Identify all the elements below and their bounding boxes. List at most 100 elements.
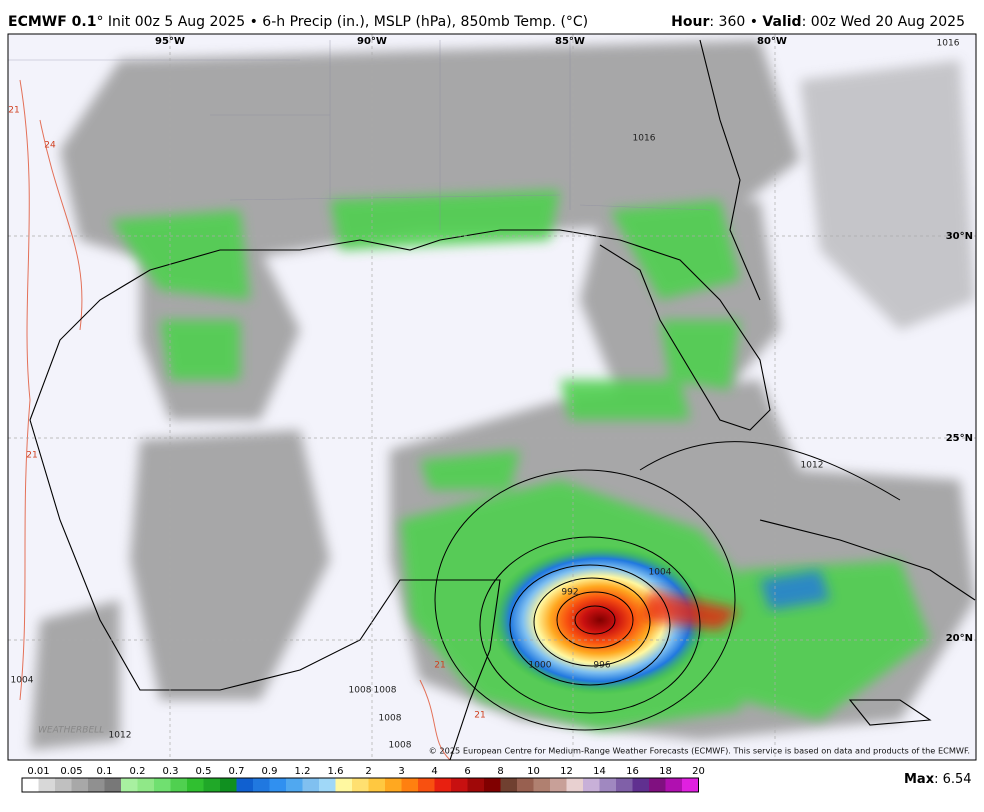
graticule — [8, 34, 976, 760]
isobar-label: 1008 — [379, 714, 402, 724]
colorbar-label: 0.7 — [229, 766, 245, 777]
colorbar-label: 0.1 — [97, 766, 113, 777]
color-swatch — [38, 778, 56, 792]
map: 95°W 90°W 85°W 80°W 30°N 25°N 20°N 1016 1016 1012… — [8, 34, 976, 760]
longitude-label: 85°W — [555, 36, 585, 47]
color-swatch — [137, 778, 155, 792]
description: Init 00z 5 Aug 2025 • 6-h Precip (in.), … — [108, 14, 588, 30]
colorbar-label: 12 — [560, 766, 573, 777]
colorbar-label: 1.6 — [328, 766, 344, 777]
color-swatch — [335, 778, 353, 792]
colorbar-label: 10 — [527, 766, 540, 777]
colorbar-label: 8 — [497, 766, 503, 777]
map-labels: 95°W 90°W 85°W 80°W 30°N 25°N 20°N 1016 1016 1012… — [8, 36, 973, 751]
color-swatch — [418, 778, 435, 792]
temp-label: 21 — [26, 451, 37, 461]
isobar-label: 1016 — [633, 134, 656, 144]
color-swatch — [71, 778, 89, 792]
latitude-label: 30°N — [946, 231, 973, 242]
color-swatch — [319, 778, 336, 792]
color-swatch — [550, 778, 567, 792]
isobar-label: 1012 — [109, 731, 132, 741]
color-swatch — [286, 778, 303, 792]
color-swatch — [368, 778, 386, 792]
isobar-label: 1016 — [937, 39, 960, 49]
colorbar-label: 0.3 — [163, 766, 179, 777]
isobar-label: 1012 — [801, 461, 824, 471]
longitude-label: 80°W — [757, 36, 787, 47]
color-swatch — [203, 778, 221, 792]
temp-label: 24 — [44, 141, 56, 151]
temp-label: 21 — [474, 711, 485, 721]
color-swatch — [632, 778, 650, 792]
color-swatch — [566, 778, 584, 792]
hour: : 360 • — [709, 14, 762, 30]
colorbar-label: 18 — [659, 766, 672, 777]
isobar-label: 1004 — [11, 676, 34, 686]
color-swatch — [187, 778, 204, 792]
logo: WEATHERBELL — [38, 726, 104, 736]
colorbar-label: 1.2 — [295, 766, 311, 777]
colorbar-label: 0.2 — [130, 766, 146, 777]
isobar-label: 1008 — [349, 686, 372, 696]
color-swatch — [170, 778, 188, 792]
color-swatch — [451, 778, 468, 792]
temp-label: 21 — [8, 106, 19, 116]
longitude-label: 90°W — [357, 36, 387, 47]
storm-band — [640, 590, 740, 630]
isobar-label: 992 — [561, 588, 578, 598]
color-swatch — [500, 778, 518, 792]
color-swatch — [401, 778, 419, 792]
rain-band — [760, 570, 830, 610]
max-value: : 6.54 — [934, 772, 971, 787]
longitude-label: 95°W — [155, 36, 185, 47]
hour-label: Hour — [671, 14, 709, 30]
colorbar-frame — [21, 777, 699, 793]
color-swatch — [220, 778, 237, 792]
colorbar-label: 0.05 — [60, 766, 82, 777]
color-swatch — [253, 778, 270, 792]
degree: ° — [96, 14, 103, 30]
color-swatch — [55, 778, 72, 792]
color-swatch — [484, 778, 501, 792]
valid: : 00z Wed 20 Aug 2025 — [802, 14, 965, 30]
colorbar-label: 16 — [626, 766, 639, 777]
isobar-label: 1000 — [529, 661, 552, 671]
colorbar-label: 0.9 — [262, 766, 278, 777]
max-label: Max — [904, 772, 935, 787]
colorbar-label: 2 — [365, 766, 371, 777]
isobar-label: 1008 — [389, 741, 412, 751]
color-swatch — [88, 778, 105, 792]
isobar-label: 1004 — [649, 568, 672, 578]
colorbar-label: 3 — [398, 766, 404, 777]
color-swatch — [121, 778, 138, 792]
colorbar-label: 4 — [431, 766, 437, 777]
temp-label: 21 — [434, 661, 445, 671]
copyright: © 2025 European Centre for Medium-Range … — [429, 746, 970, 756]
coastline — [29, 39, 976, 760]
color-swatch — [104, 778, 122, 792]
temperature-contours — [19, 79, 451, 760]
color-swatch — [385, 778, 402, 792]
color-swatch — [467, 778, 485, 792]
colorbar-label: 0.5 — [196, 766, 212, 777]
color-swatch — [583, 778, 600, 792]
storm-core — [490, 545, 710, 695]
isobar-label: 996 — [593, 661, 610, 671]
valid-label: Valid — [762, 14, 801, 30]
borders — [8, 40, 711, 230]
colorbar-label: 20 — [692, 766, 705, 777]
color-swatch — [599, 778, 617, 792]
max-text: Max: 6.54 — [904, 772, 972, 787]
color-swatch — [236, 778, 254, 792]
colorbar-label: 0.01 — [27, 766, 49, 777]
latitude-label: 20°N — [946, 633, 973, 644]
isobars — [434, 441, 901, 731]
colorbar-label: 6 — [464, 766, 470, 777]
header-right: Hour: 360 • Valid: 00z Wed 20 Aug 2025 — [671, 14, 965, 30]
isobar-label: 1008 — [374, 686, 397, 696]
color-swatch — [682, 778, 699, 792]
colorbar-label: 14 — [593, 766, 606, 777]
